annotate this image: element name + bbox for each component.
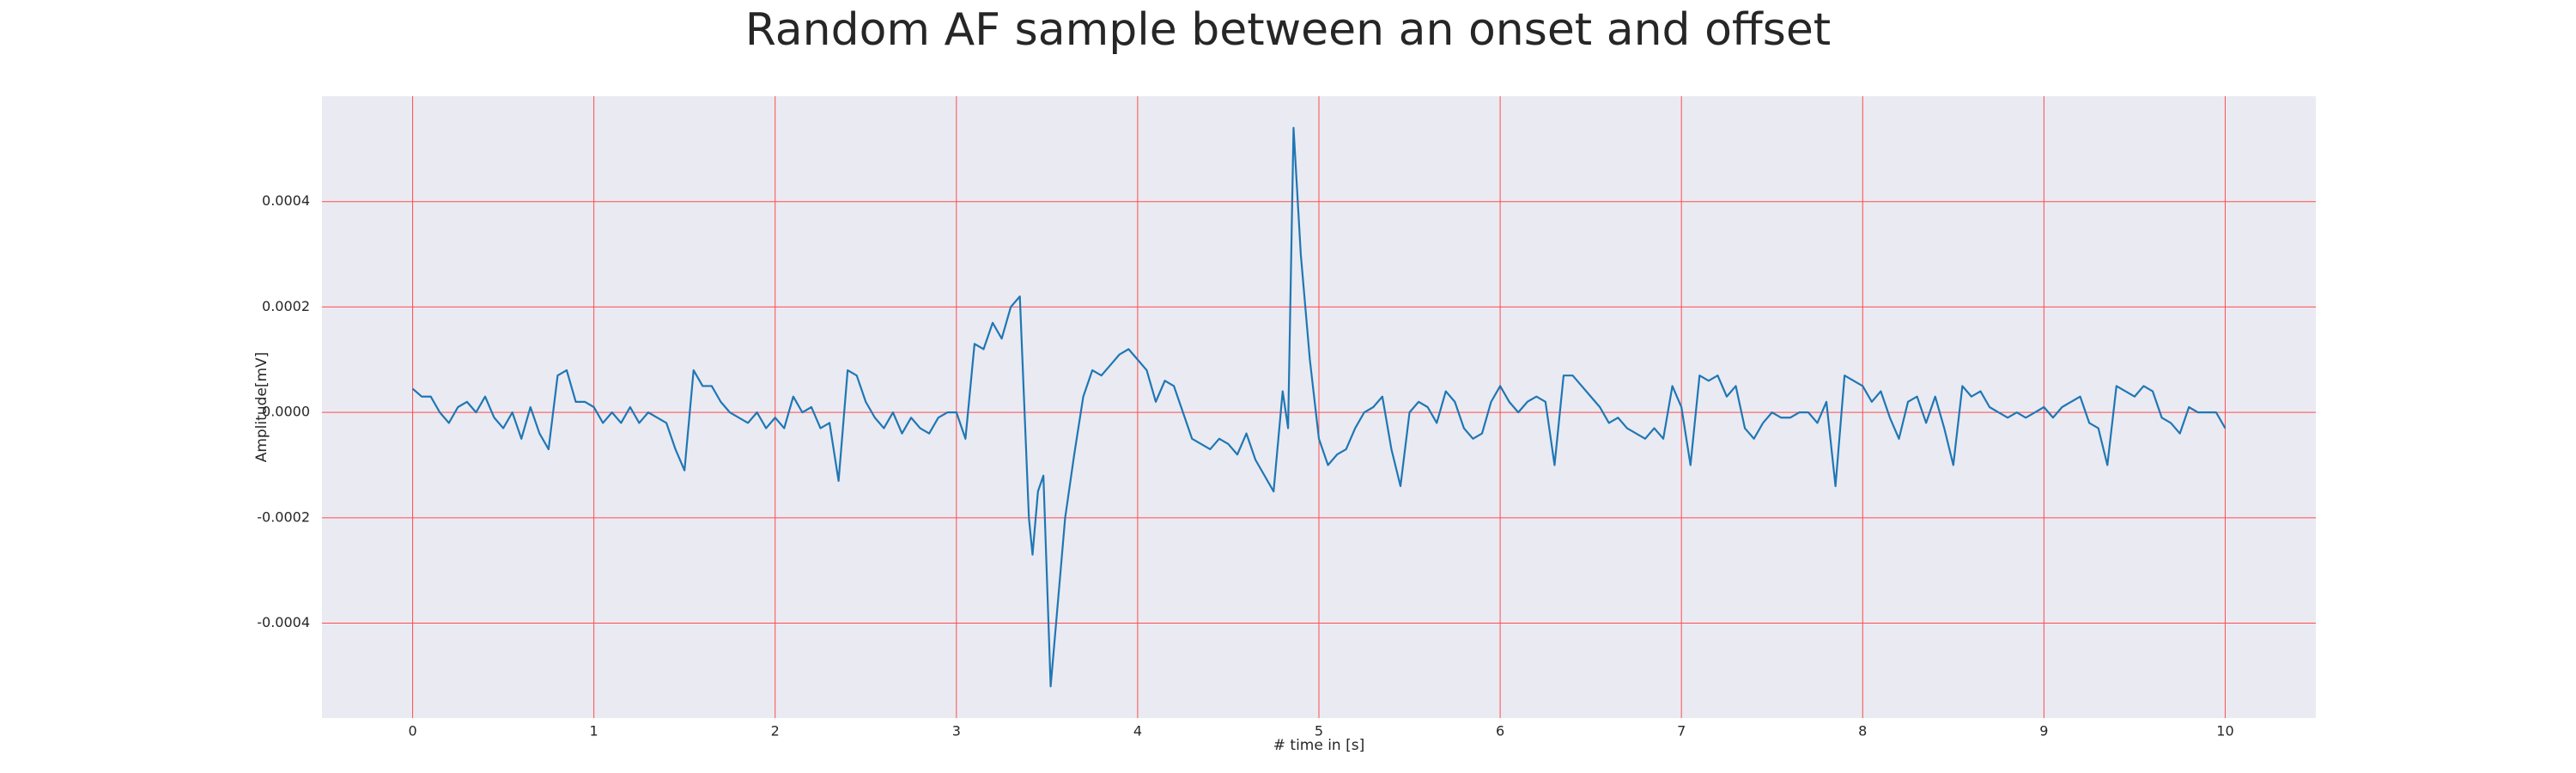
data-line [411,126,2227,688]
x-tick-label: 7 [1677,723,1686,740]
y-tick-label: -0.0004 [257,614,310,630]
chart-title: Random AF sample between an onset and of… [745,4,1831,56]
y-tick-label: 0.0004 [262,192,310,209]
x-tick-label: 5 [1315,723,1323,740]
y-tick-label: 0.0000 [262,404,310,420]
x-tick-label: 2 [771,723,780,740]
x-axis-label: # time in [s] [1273,737,1364,754]
x-tick-label: 1 [590,723,598,740]
y-axis-label: Amplitude[mV] [253,352,270,463]
x-tick-label: 8 [1858,723,1867,740]
y-tick-label: -0.0002 [257,508,310,525]
x-tick-label: 6 [1496,723,1504,740]
x-tick-label: 4 [1133,723,1142,740]
x-tick-label: 10 [2216,723,2233,740]
y-tick-label: 0.0002 [262,298,310,314]
x-tick-label: 9 [2039,723,2048,740]
x-tick-label: 3 [952,723,961,740]
x-tick-label: 0 [408,723,416,740]
